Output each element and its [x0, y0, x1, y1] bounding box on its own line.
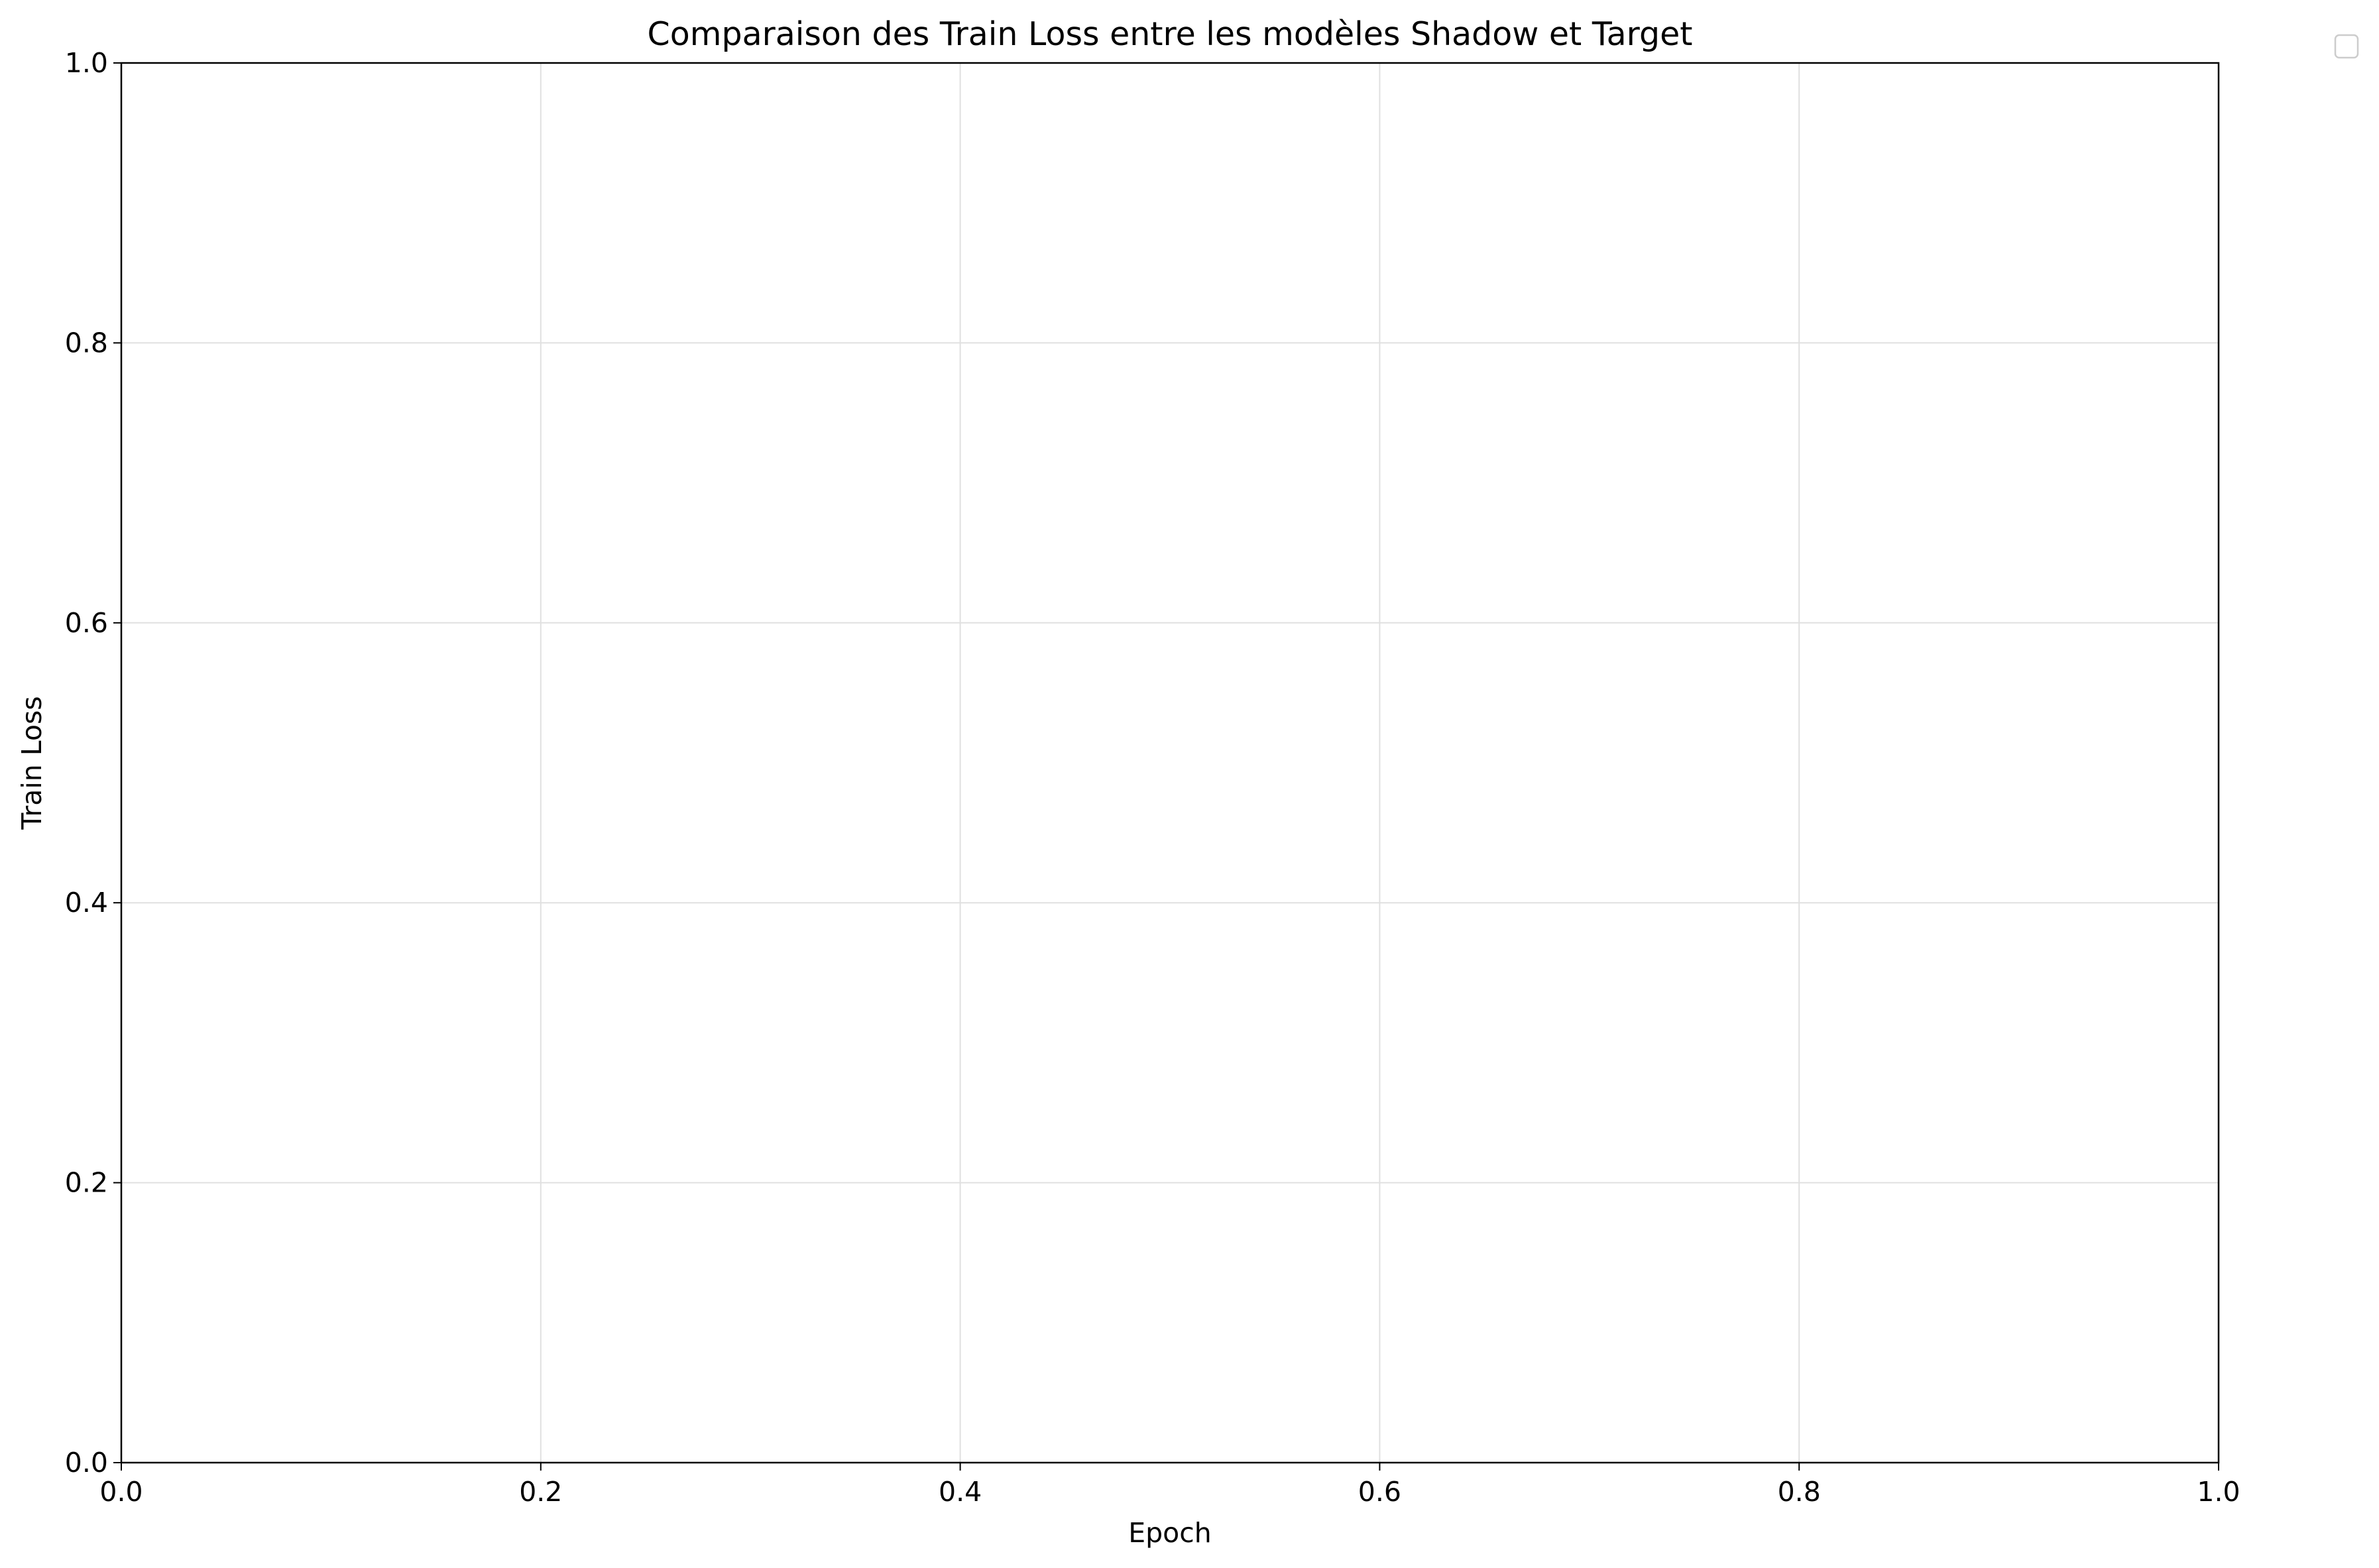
x-tick-label: 0.6	[1358, 1476, 1401, 1508]
legend	[2334, 34, 2359, 59]
y-axis-ticks: 0.0 0.2 0.4 0.6 0.8 1.0	[65, 47, 121, 1479]
x-tick-label: 0.8	[1778, 1476, 1821, 1508]
y-tick-label: 0.8	[65, 327, 108, 359]
x-axis-ticks: 0.0 0.2 0.4 0.6 0.8 1.0	[99, 1463, 2240, 1508]
y-tick-label: 0.2	[65, 1167, 108, 1199]
grid-lines	[121, 63, 2219, 1463]
x-axis-label: Epoch	[1128, 1517, 1212, 1549]
chart-title: Comparaison des Train Loss entre les mod…	[648, 15, 1693, 53]
y-tick-label: 0.4	[65, 887, 108, 919]
y-tick-label: 0.0	[65, 1447, 108, 1479]
y-axis-label: Train Loss	[16, 696, 48, 830]
legend-box	[2334, 34, 2359, 59]
x-tick-label: 0.0	[99, 1476, 143, 1508]
y-tick-label: 0.6	[65, 607, 108, 639]
x-tick-label: 1.0	[2197, 1476, 2240, 1508]
x-tick-label: 0.4	[939, 1476, 982, 1508]
y-tick-label: 1.0	[65, 47, 108, 79]
x-tick-label: 0.2	[519, 1476, 562, 1508]
axes-frame	[120, 62, 2220, 1464]
plot-area: 0.0 0.2 0.4 0.6 0.8 1.0 0.0 0.2 0.4 0.6 0.8 1.0	[65, 47, 2240, 1508]
